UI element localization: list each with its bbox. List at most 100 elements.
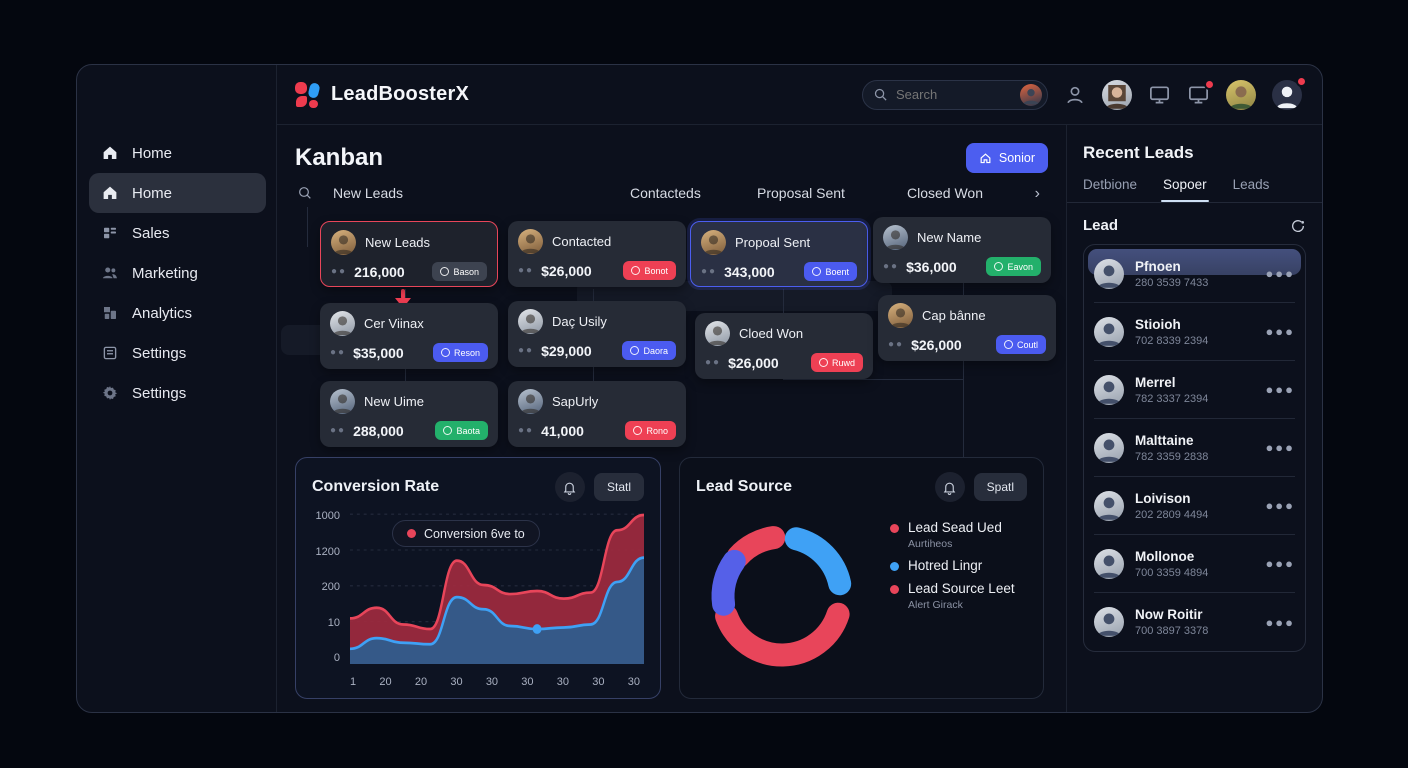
- lead-list-item[interactable]: Now Roitir 700 3897 3378 ●●●: [1094, 593, 1295, 651]
- main-content: Kanban Sonior › New Leads Contacteds Propo…: [277, 125, 1066, 712]
- badge-icon: [633, 426, 643, 435]
- lead-list-item[interactable]: Stioioh 702 8339 2394 ●●●: [1094, 303, 1295, 361]
- lead-avatar: [1094, 316, 1124, 347]
- tab-detbione[interactable]: Detbione: [1083, 177, 1138, 192]
- monitor-notification-icon[interactable]: [1187, 79, 1215, 106]
- card-name: Contacted: [552, 234, 612, 249]
- kanban-card-c7[interactable]: Propoal Sent ●● 343,000 Boent: [690, 221, 868, 287]
- avatar[interactable]: [1102, 79, 1132, 110]
- bell-button[interactable]: [934, 472, 965, 502]
- kanban-card-c2[interactable]: Cer Viinax ●● $35,000 Reson: [320, 303, 498, 369]
- lead-source-card: Lead Source Spatl Lead Sead Ued Aurt: [679, 457, 1044, 699]
- card-badge[interactable]: Boent: [804, 262, 857, 281]
- kanban-card-c10[interactable]: Cap bânne ●● $26,000 Coutl: [878, 295, 1056, 361]
- lead-list-item[interactable]: Pfnoen 280 3539 7433 ●●●: [1094, 245, 1295, 303]
- logo-icon: [295, 81, 321, 108]
- sidebar-item-settings-5[interactable]: Settings: [89, 333, 266, 373]
- legend-sublabel: Alert Girack: [908, 599, 963, 611]
- card-dots-icon: ●●: [888, 339, 905, 350]
- refresh-button[interactable]: [1290, 218, 1306, 234]
- more-options-icon[interactable]: ●●●: [1265, 556, 1295, 571]
- spatl-button[interactable]: Spatl: [973, 473, 1027, 501]
- tab-leads[interactable]: Leads: [1232, 177, 1270, 192]
- sidebar-item-label: Home: [132, 184, 173, 202]
- card-badge[interactable]: Baota: [435, 421, 488, 440]
- chart-legend: Conversion 6ve to: [392, 520, 540, 547]
- donut-segment: [711, 549, 746, 616]
- bell-button[interactable]: [554, 472, 585, 502]
- sidebar-item-sales-2[interactable]: Sales: [89, 213, 266, 253]
- avatar[interactable]: [1226, 79, 1256, 110]
- column-header-4[interactable]: Closed Won: [907, 185, 984, 201]
- legend-dot: [890, 562, 899, 571]
- card-badge[interactable]: Coutl: [995, 335, 1046, 354]
- search-bar[interactable]: [862, 79, 1048, 110]
- sidebar-item-home-0[interactable]: Home: [89, 133, 266, 173]
- card-avatar: [883, 225, 908, 250]
- legend-item: Lead Source Leet Alert Girack: [890, 581, 1015, 611]
- kanban-card-c5[interactable]: Daç Usily ●● $29,000 Daora: [508, 301, 686, 367]
- sidebar-item-marketing-3[interactable]: Marketing: [89, 253, 266, 293]
- kanban-card-c8[interactable]: Cloed Won ●● $26,000 Ruwd: [695, 313, 873, 379]
- kanban-card-c6[interactable]: SapUrly ●● 41,000 Rono: [508, 381, 686, 447]
- lead-list-item[interactable]: Loivison 202 2809 4494 ●●●: [1094, 477, 1295, 535]
- column-header-2[interactable]: Contacteds: [630, 185, 701, 201]
- sidebar-item-analytics-4[interactable]: Analytics: [89, 293, 266, 333]
- more-options-icon[interactable]: ●●●: [1265, 440, 1295, 455]
- account-icon[interactable]: [1272, 75, 1307, 110]
- sidebar-item-home-1[interactable]: Home: [89, 173, 266, 213]
- column-header-1[interactable]: New Leads: [333, 185, 404, 201]
- app-window: Home Home Sales Marketing Analytics Settings S…: [76, 64, 1323, 713]
- card-amount: $26,000: [911, 336, 962, 353]
- home-icon: [101, 144, 119, 162]
- card-dots-icon: ●●: [331, 266, 348, 277]
- column-header-3[interactable]: Proposal Sent: [757, 185, 845, 201]
- kanban-card-c3[interactable]: New Uime ●● 288,000 Baota: [320, 381, 498, 447]
- tab-sopoer[interactable]: Sopoer: [1161, 177, 1209, 202]
- lead-list-item[interactable]: Malttaine 782 3359 2838 ●●●: [1094, 419, 1295, 477]
- more-options-icon[interactable]: ●●●: [1265, 324, 1295, 339]
- card-name: Cer Viinax: [364, 316, 424, 331]
- lead-list-item[interactable]: Mollonoe 700 3359 4894 ●●●: [1094, 535, 1295, 593]
- x-tick: 30: [556, 676, 570, 688]
- search-avatar[interactable]: [1020, 83, 1042, 106]
- sonior-button[interactable]: Sonior: [965, 143, 1048, 173]
- user-icon[interactable]: [1064, 84, 1086, 106]
- lead-list-item[interactable]: Merrel 782 3337 2394 ●●●: [1094, 361, 1295, 419]
- more-options-icon[interactable]: ●●●: [1265, 498, 1295, 513]
- card-badge[interactable]: Reson: [432, 343, 488, 362]
- more-options-icon[interactable]: ●●●: [1265, 614, 1295, 630]
- card-badge[interactable]: Ruwd: [810, 353, 863, 372]
- kanban-card-c4[interactable]: Contacted ●● $26,000 Bonot: [508, 221, 686, 287]
- lead-list: Pfnoen 280 3539 7433 ●●● Stioioh 702 8339 23…: [1083, 244, 1306, 652]
- more-options-icon[interactable]: ●●●: [1265, 266, 1295, 281]
- lead-name: Merrel: [1135, 374, 1176, 390]
- sidebar-item-settings-6[interactable]: Settings: [89, 373, 266, 413]
- column-search-icon[interactable]: [297, 185, 313, 204]
- kanban-card-c1[interactable]: New Leads ●● 216,000 Bason: [320, 221, 498, 287]
- refresh-icon: [1292, 219, 1305, 232]
- card-badge[interactable]: Daora: [622, 341, 676, 360]
- statl-button[interactable]: Statl: [593, 473, 644, 501]
- card-badge[interactable]: Bonot: [623, 261, 676, 280]
- kanban-card-c9[interactable]: New Name ●● $36,000 Eavon: [873, 217, 1051, 283]
- card-dots-icon: ●●: [518, 425, 535, 436]
- monitor-icon[interactable]: [1148, 83, 1171, 106]
- card-badge[interactable]: Eavon: [986, 257, 1041, 276]
- grid-icon: [101, 224, 119, 242]
- card-badge[interactable]: Rono: [625, 421, 676, 440]
- badge-icon: [631, 266, 641, 275]
- lead-name: Loivison: [1135, 490, 1191, 506]
- search-input[interactable]: [896, 87, 1012, 102]
- card-dots-icon: ●●: [518, 345, 535, 356]
- sidebar-item-label: Analytics: [132, 304, 193, 322]
- card-badge[interactable]: Bason: [432, 262, 487, 281]
- y-tick: 1200: [315, 545, 340, 558]
- notification-dot: [1296, 75, 1307, 87]
- legend-label: Lead Sead Ued: [908, 520, 1002, 535]
- lead-name: Mollonoe: [1135, 548, 1195, 564]
- card-avatar: [330, 311, 355, 336]
- card-dots-icon: ●●: [330, 347, 347, 358]
- chevron-right-icon[interactable]: ›: [1034, 185, 1040, 202]
- more-options-icon[interactable]: ●●●: [1265, 382, 1295, 397]
